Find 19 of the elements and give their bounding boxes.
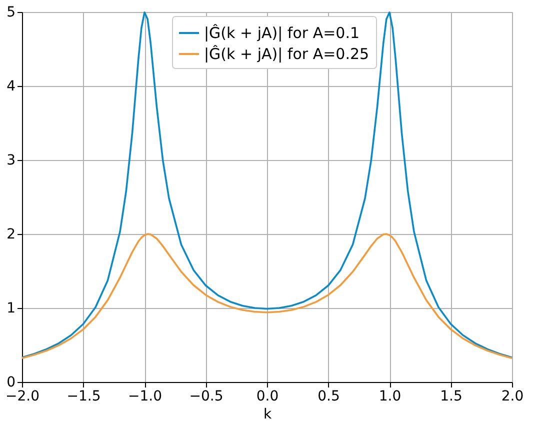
x-tick-label: 1.5 [440,388,462,404]
y-tick-label: 1 [6,300,16,316]
x-tick-label: 0.5 [318,388,340,404]
x-tick-label: −2.0 [6,388,40,404]
x-tick-label: 0.0 [256,388,279,404]
x-tick-label: 2.0 [501,388,524,404]
legend-label: |Ĝ(k + jA)| for A=0.25 [204,45,370,63]
y-tick-label: 0 [6,374,16,390]
x-axis-title: k [263,406,272,422]
y-tick-label: 3 [6,152,16,168]
y-tick-label: 4 [6,78,16,94]
x-tick-label: 1.0 [378,388,402,404]
x-tick-label: −1.0 [128,388,162,404]
y-tick-label: 5 [6,4,16,20]
x-tick-label: −1.5 [66,388,101,404]
line-series [21,233,513,360]
y-tick-label: 2 [6,226,16,242]
legend-label: |Ĝ(k + jA)| for A=0.1 [204,24,360,42]
x-tick-label: −0.5 [189,388,224,404]
